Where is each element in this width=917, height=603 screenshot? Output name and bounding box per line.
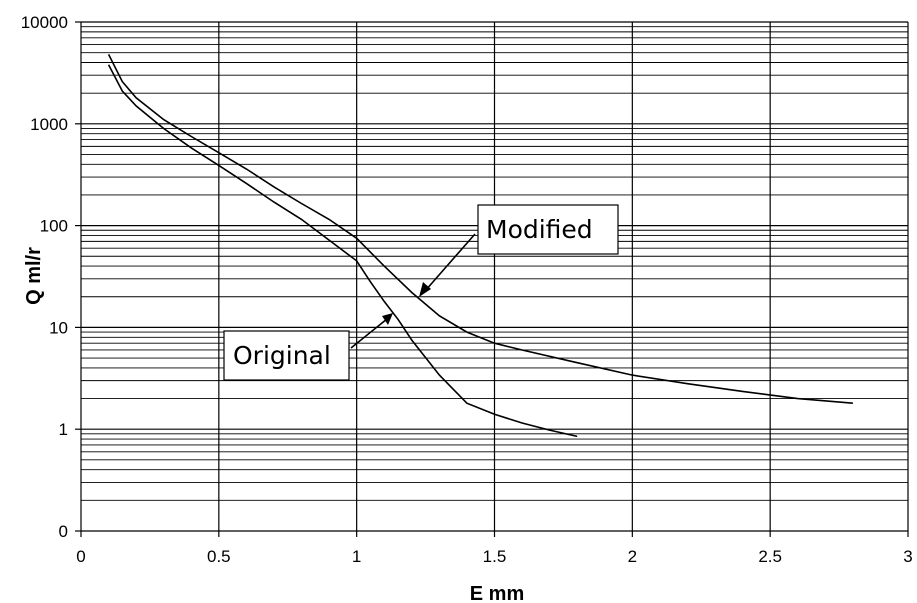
annotation-original-arrowhead <box>382 313 393 325</box>
annotation-original-label: Original <box>233 341 331 370</box>
x-tick-label: 1 <box>352 547 361 566</box>
grid <box>80 21 909 532</box>
annotation-modified-label: Modified <box>486 215 593 244</box>
x-tick-label: 1.5 <box>483 547 507 566</box>
x-tick-label: 0 <box>76 547 85 566</box>
y-tick-label: 1000 <box>30 115 68 134</box>
x-tick-label: 2 <box>628 547 637 566</box>
annotation-modified-box <box>477 204 619 255</box>
y-tick-label: 10000 <box>21 13 68 32</box>
annotation-original-box <box>223 330 350 381</box>
annotation-modified-arrowhead <box>419 282 431 297</box>
series-line-original <box>107 64 578 438</box>
series-layer <box>107 54 853 438</box>
x-tick-label: 3 <box>903 547 912 566</box>
annotation-modified: Modified <box>419 204 619 297</box>
tick-layer: 0 1 10 100 1000 10000 0 0.5 1 1.5 2 2.5 3 <box>21 13 913 566</box>
annotation-original: Original <box>223 313 393 381</box>
y-axis-title: Q ml/r <box>23 247 45 305</box>
x-tick-label: 0.5 <box>207 547 231 566</box>
y-tick-label: 0 <box>59 522 68 541</box>
y-tick-label: 1 <box>59 420 68 439</box>
annotation-original-arrow <box>350 318 388 349</box>
y-tick-label: 100 <box>40 217 68 236</box>
series-line-modified <box>107 54 853 404</box>
x-axis-title: E mm <box>470 583 524 603</box>
y-tick-label: 10 <box>49 318 68 337</box>
x-tick-label: 2.5 <box>758 547 782 566</box>
annotation-modified-arrow <box>424 233 476 292</box>
